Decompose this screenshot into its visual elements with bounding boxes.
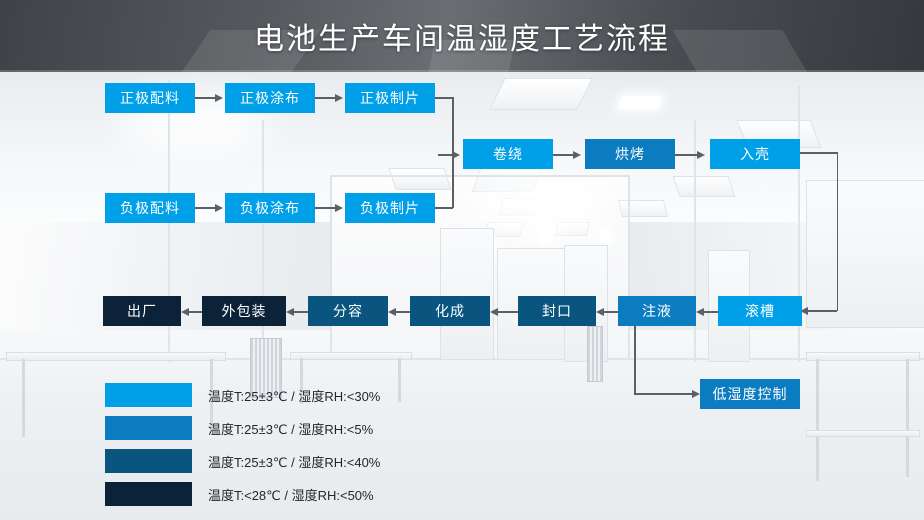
wall-seam (628, 175, 630, 360)
background-door (806, 180, 924, 328)
connector-line (195, 207, 217, 209)
wall-seam (330, 175, 332, 360)
connector-line (394, 311, 410, 313)
connector-line (800, 152, 838, 154)
arrow-head-left-icon (388, 307, 396, 316)
connector-line (438, 154, 454, 156)
flow-node-fengkou[interactable]: 封口 (518, 296, 596, 326)
connector-line (836, 152, 839, 311)
flow-node-zhuye[interactable]: 注液 (618, 296, 696, 326)
connector-line (195, 97, 217, 99)
legend-swatch (105, 383, 192, 407)
work-bench (806, 352, 920, 361)
legend-swatch (105, 416, 192, 440)
connector-line (806, 310, 837, 312)
bench-leg (906, 359, 909, 477)
work-bench (6, 352, 226, 361)
connector-line (675, 154, 699, 156)
arrow-head-right-icon (573, 150, 581, 159)
legend-row: 温度T:<28℃ / 湿度RH:<50% (105, 482, 525, 512)
flow-node-fuji-peiliao[interactable]: 负极配料 (105, 193, 195, 223)
flow-node-fuji-zhipian[interactable]: 负极制片 (345, 193, 435, 223)
ceiling-panel (617, 200, 669, 217)
arrow-head-left-icon (596, 307, 604, 316)
page-title: 电池生产车间温湿度工艺流程 (254, 23, 670, 56)
legend-row: 温度T:25±3℃ / 湿度RH:<40% (105, 449, 525, 479)
flow-node-hongkao[interactable]: 烘烤 (585, 139, 675, 169)
title-bar: 电池生产车间温湿度工艺流程 (0, 0, 924, 72)
bench-leg (816, 359, 819, 481)
legend: 温度T:25±3℃ / 湿度RH:<30% 温度T:25±3℃ / 湿度RH:<… (105, 383, 525, 515)
arrow-head-right-icon (692, 389, 700, 398)
legend-label: 温度T:25±3℃ / 湿度RH:<5% (208, 422, 374, 437)
flow-node-dishidu-kongzhi[interactable]: 低湿度控制 (700, 379, 800, 409)
work-bench (806, 430, 920, 437)
flow-node-zhengji-zhipian[interactable]: 正极制片 (345, 83, 435, 113)
legend-row: 温度T:25±3℃ / 湿度RH:<5% (105, 416, 525, 446)
flow-node-zhengji-tubu[interactable]: 正极涂布 (225, 83, 315, 113)
arrow-head-right-icon (697, 150, 705, 159)
flow-node-chuchang[interactable]: 出厂 (103, 296, 181, 326)
ceiling-light (600, 228, 609, 242)
flow-node-ruke[interactable]: 入壳 (710, 139, 800, 169)
ceiling-panel (388, 168, 452, 190)
connector-line (315, 207, 337, 209)
flow-node-huacheng[interactable]: 化成 (410, 296, 490, 326)
legend-swatch (105, 449, 192, 473)
connector-line (496, 311, 518, 313)
air-vent (587, 326, 603, 382)
arrow-head-left-icon (286, 307, 294, 316)
arrow-head-left-icon (181, 307, 189, 316)
legend-label: 温度T:<28℃ / 湿度RH:<50% (208, 488, 374, 503)
air-vent (250, 338, 282, 398)
connector-line (187, 311, 202, 313)
connector-line (292, 311, 308, 313)
arrow-head-left-icon (800, 306, 808, 315)
connector-line (435, 207, 453, 209)
arrow-head-right-icon (335, 93, 343, 102)
bench-leg (22, 359, 25, 437)
connector-line (702, 311, 718, 313)
wall-seam (798, 86, 800, 362)
bench-leg (210, 359, 213, 431)
flow-node-waibaozhuang[interactable]: 外包装 (202, 296, 286, 326)
legend-row: 温度T:25±3℃ / 湿度RH:<30% (105, 383, 525, 413)
connector-line (602, 311, 618, 313)
arrow-head-right-icon (215, 203, 223, 212)
flow-node-zhengji-peiliao[interactable]: 正极配料 (105, 83, 195, 113)
connector-line (315, 97, 337, 99)
arrow-head-right-icon (452, 150, 460, 159)
arrow-head-right-icon (215, 93, 223, 102)
arrow-head-right-icon (335, 203, 343, 212)
ceiling-panel (489, 78, 593, 110)
wall-seam (262, 120, 264, 362)
flow-node-juanrao[interactable]: 卷绕 (463, 139, 553, 169)
bench-leg (398, 358, 401, 402)
connector-line (553, 154, 575, 156)
flow-node-fuji-tubu[interactable]: 负极涂布 (225, 193, 315, 223)
connector-line (634, 393, 694, 395)
flow-node-fenrong[interactable]: 分容 (308, 296, 388, 326)
connector-line (435, 97, 453, 99)
legend-swatch (105, 482, 192, 506)
arrow-head-left-icon (490, 307, 498, 316)
legend-label: 温度T:25±3℃ / 湿度RH:<30% (208, 389, 381, 404)
flow-node-guncao[interactable]: 滚槽 (718, 296, 802, 326)
work-bench (290, 352, 412, 360)
wall-seam (330, 175, 630, 177)
wall-seam (694, 120, 696, 362)
background-door (440, 228, 494, 360)
ceiling-light (617, 96, 663, 109)
ceiling-panel (672, 176, 736, 197)
connector-line (634, 326, 636, 394)
arrow-head-left-icon (696, 307, 704, 316)
bench-leg (300, 358, 303, 404)
legend-label: 温度T:25±3℃ / 湿度RH:<40% (208, 455, 381, 470)
